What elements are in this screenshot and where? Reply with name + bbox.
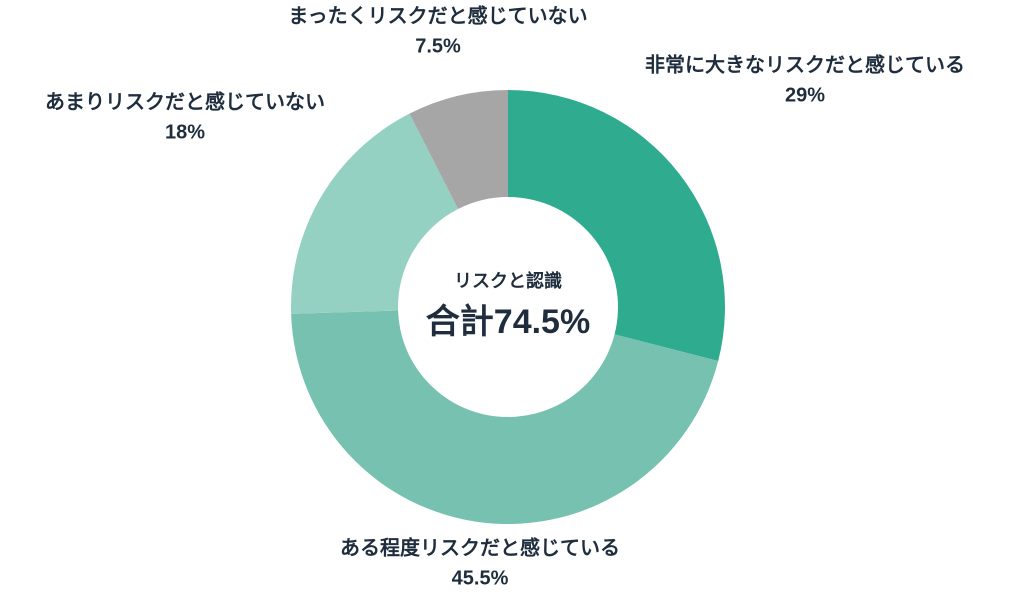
slice-value: 29% xyxy=(785,84,825,106)
slice-value: 45.5% xyxy=(452,567,509,589)
slice-label: まったくリスクだと感じていない xyxy=(288,3,587,27)
donut-slice xyxy=(508,90,725,361)
slice-label: 非常に大きなリスクだと感じている xyxy=(645,52,965,76)
donut-slice xyxy=(409,90,508,209)
center-value: 合計74.5% xyxy=(426,303,590,341)
slice-label: ある程度リスクだと感じている xyxy=(340,535,620,559)
slice-label: あまりリスクだと感じていない xyxy=(45,89,325,113)
donut-slice xyxy=(291,310,719,524)
slice-value: 18% xyxy=(165,121,205,143)
center-title: リスクと認識 xyxy=(454,270,562,291)
slice-value: 7.5% xyxy=(415,35,461,57)
donut-slice xyxy=(291,113,459,314)
